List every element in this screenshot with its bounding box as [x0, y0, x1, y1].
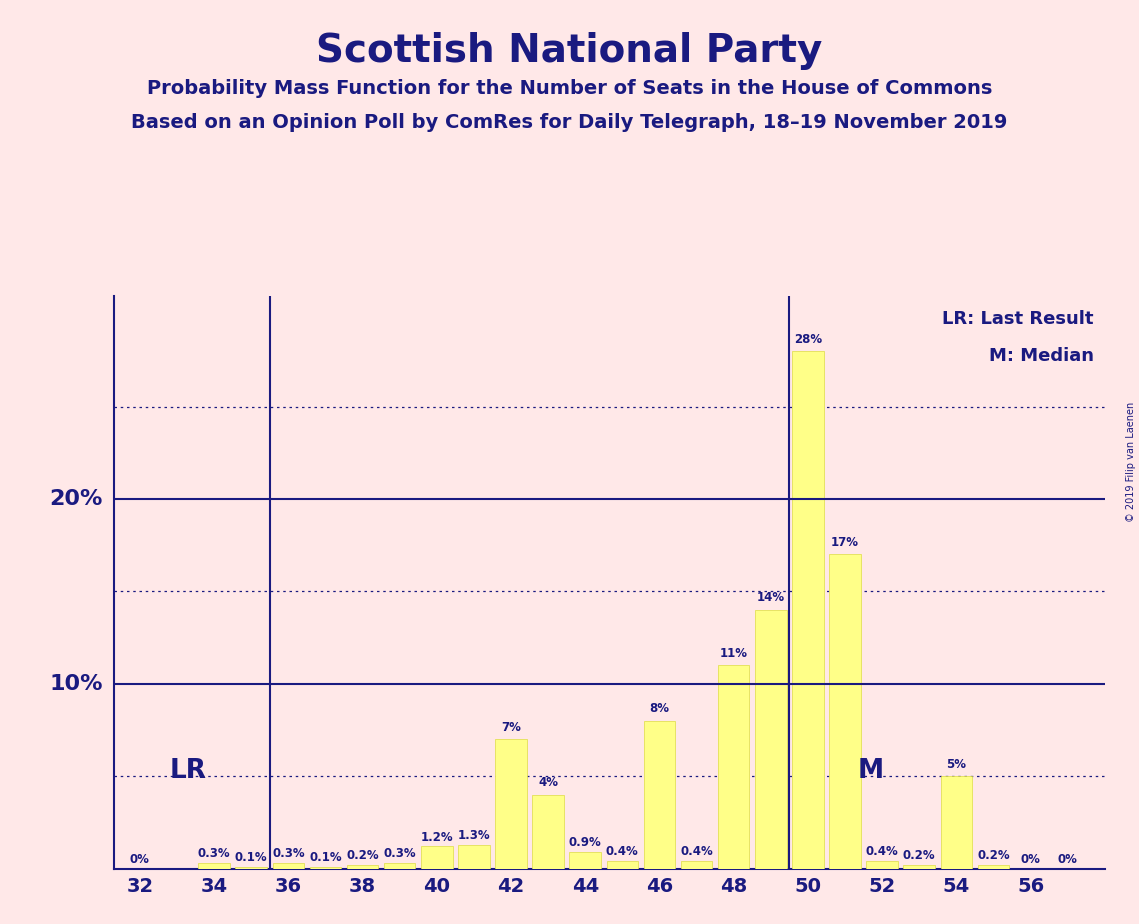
Bar	[458, 845, 490, 869]
Bar	[941, 776, 973, 869]
Text: 7%: 7%	[501, 721, 521, 734]
Text: 0.1%: 0.1%	[235, 851, 268, 864]
Text: M: M	[858, 758, 884, 784]
Text: 8%: 8%	[649, 702, 670, 715]
Text: Probability Mass Function for the Number of Seats in the House of Commons: Probability Mass Function for the Number…	[147, 79, 992, 98]
Text: 14%: 14%	[756, 591, 785, 604]
Bar	[570, 852, 601, 869]
Bar	[829, 554, 861, 869]
Text: 0.2%: 0.2%	[346, 849, 379, 862]
Text: Based on an Opinion Poll by ComRes for Daily Telegraph, 18–19 November 2019: Based on an Opinion Poll by ComRes for D…	[131, 113, 1008, 132]
Text: M: Median: M: Median	[989, 347, 1093, 365]
Text: 0.3%: 0.3%	[384, 847, 416, 860]
Text: LR: LR	[170, 758, 206, 784]
Bar	[977, 865, 1009, 869]
Bar	[607, 861, 638, 869]
Text: 28%: 28%	[794, 333, 822, 346]
Bar	[532, 795, 564, 869]
Bar	[236, 867, 267, 869]
Text: 0%: 0%	[1058, 853, 1077, 866]
Bar	[903, 865, 935, 869]
Text: 0.4%: 0.4%	[606, 845, 639, 858]
Bar	[755, 610, 787, 869]
Text: 10%: 10%	[49, 674, 103, 694]
Text: 11%: 11%	[720, 647, 747, 660]
Text: 0.4%: 0.4%	[866, 845, 899, 858]
Bar	[718, 665, 749, 869]
Bar	[198, 863, 230, 869]
Text: 0.4%: 0.4%	[680, 845, 713, 858]
Text: 17%: 17%	[831, 536, 859, 549]
Text: 0.1%: 0.1%	[309, 851, 342, 864]
Text: 0.2%: 0.2%	[977, 849, 1010, 862]
Text: 4%: 4%	[538, 776, 558, 789]
Bar	[867, 861, 898, 869]
Bar	[681, 861, 712, 869]
Text: LR: Last Result: LR: Last Result	[942, 310, 1093, 328]
Text: 1.3%: 1.3%	[458, 829, 490, 842]
Text: 0.9%: 0.9%	[568, 836, 601, 849]
Text: 20%: 20%	[49, 489, 103, 509]
Text: © 2019 Filip van Laenen: © 2019 Filip van Laenen	[1125, 402, 1136, 522]
Bar	[310, 867, 342, 869]
Bar	[495, 739, 527, 869]
Text: 0.3%: 0.3%	[198, 847, 230, 860]
Text: 0%: 0%	[1021, 853, 1041, 866]
Bar	[384, 863, 416, 869]
Bar	[644, 721, 675, 869]
Text: 0.3%: 0.3%	[272, 847, 304, 860]
Text: Scottish National Party: Scottish National Party	[317, 32, 822, 70]
Bar	[272, 863, 304, 869]
Text: 1.2%: 1.2%	[420, 831, 453, 844]
Text: 0%: 0%	[130, 853, 150, 866]
Bar	[346, 865, 378, 869]
Bar	[792, 351, 823, 869]
Bar	[421, 846, 452, 869]
Text: 0.2%: 0.2%	[903, 849, 935, 862]
Text: 5%: 5%	[947, 758, 966, 771]
